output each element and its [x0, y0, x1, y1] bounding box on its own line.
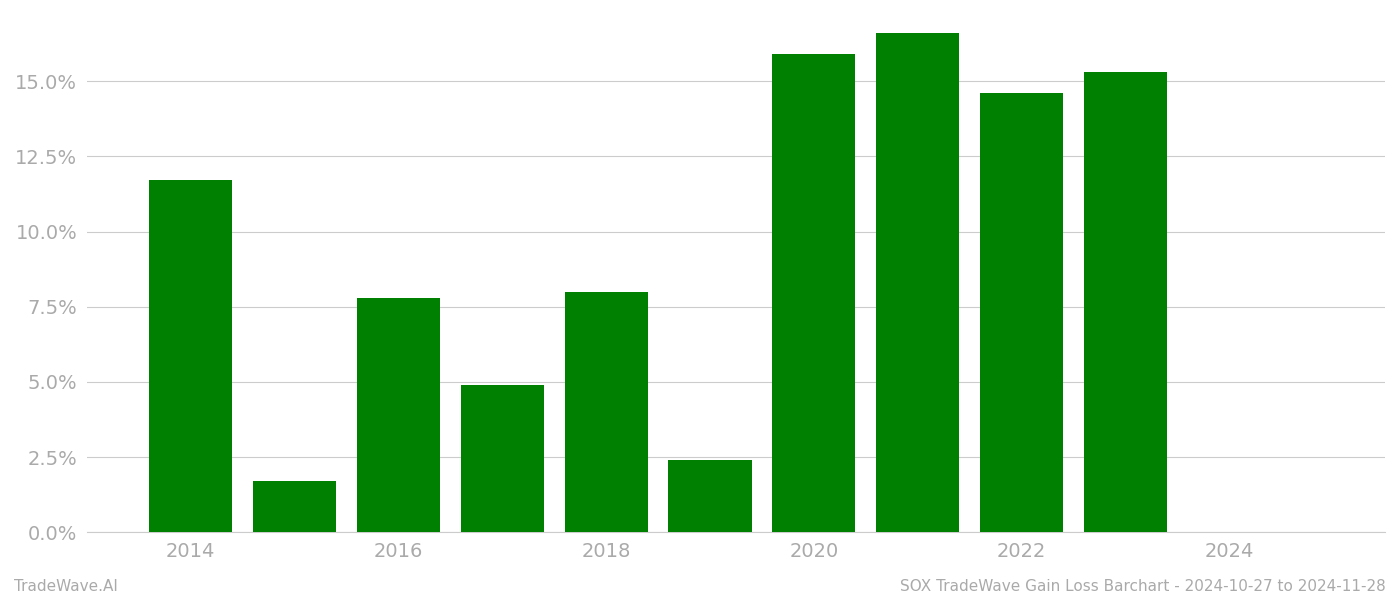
Bar	[980, 93, 1063, 532]
Text: SOX TradeWave Gain Loss Barchart - 2024-10-27 to 2024-11-28: SOX TradeWave Gain Loss Barchart - 2024-…	[900, 579, 1386, 594]
Bar	[357, 298, 440, 532]
Bar	[773, 54, 855, 532]
Bar	[253, 481, 336, 532]
Bar	[150, 181, 232, 532]
Bar	[876, 33, 959, 532]
Bar	[461, 385, 543, 532]
Bar	[1084, 72, 1168, 532]
Bar	[564, 292, 648, 532]
Bar	[668, 460, 752, 532]
Text: TradeWave.AI: TradeWave.AI	[14, 579, 118, 594]
